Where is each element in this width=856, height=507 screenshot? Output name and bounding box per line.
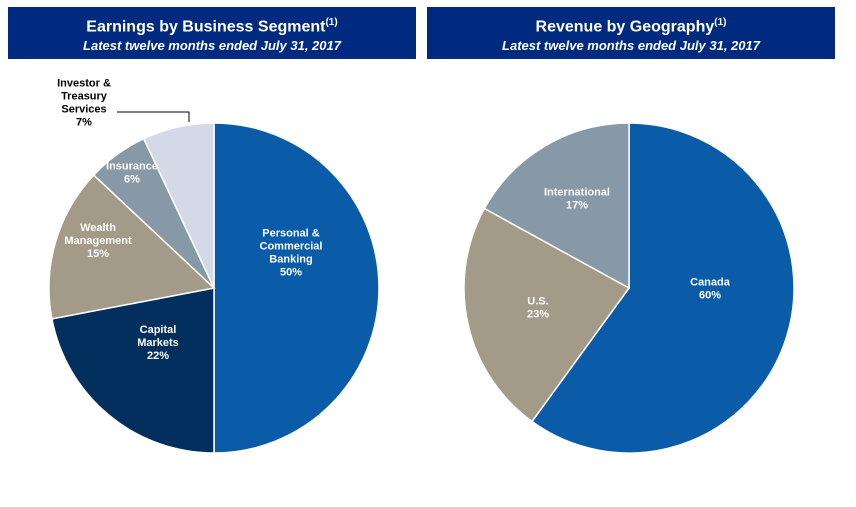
earnings-slice-label-3: Insurance 6% <box>106 161 158 186</box>
revenue-slice-1 <box>463 207 631 423</box>
revenue-slice-label-2: International 17% <box>544 187 610 212</box>
revenue-slice-label-1: U.S. 23% <box>527 296 549 321</box>
earnings-chart-header: Earnings by Business Segment(1) Latest t… <box>8 7 416 59</box>
earnings-slice-0 <box>213 122 380 454</box>
earnings-slice-label-4: Investor & Treasury Services 7% <box>57 78 111 129</box>
revenue-chart-header: Revenue by Geography(1) Latest twelve mo… <box>427 7 835 59</box>
earnings-slice-1 <box>51 287 215 454</box>
earnings-slice-label-0: Personal & Commercial Banking 50% <box>260 228 323 279</box>
earnings-slice-label-2: Wealth Management 15% <box>64 222 132 260</box>
revenue-chart-title: Revenue by Geography(1) <box>535 17 727 36</box>
revenue-slice-label-0: Canada 60% <box>690 277 731 302</box>
earnings-leader-line <box>117 111 190 122</box>
revenue-slice-2 <box>483 122 630 290</box>
revenue-slice-0 <box>530 122 795 454</box>
earnings-slice-4 <box>142 122 215 289</box>
earnings-chart-subtitle: Latest twelve months ended July 31, 2017 <box>83 38 341 54</box>
earnings-chart-title: Earnings by Business Segment(1) <box>86 17 338 36</box>
earnings-slice-label-1: Capital Markets 22% <box>137 324 179 362</box>
revenue-chart-subtitle: Latest twelve months ended July 31, 2017 <box>502 38 760 54</box>
earnings-slice-2 <box>48 173 216 320</box>
